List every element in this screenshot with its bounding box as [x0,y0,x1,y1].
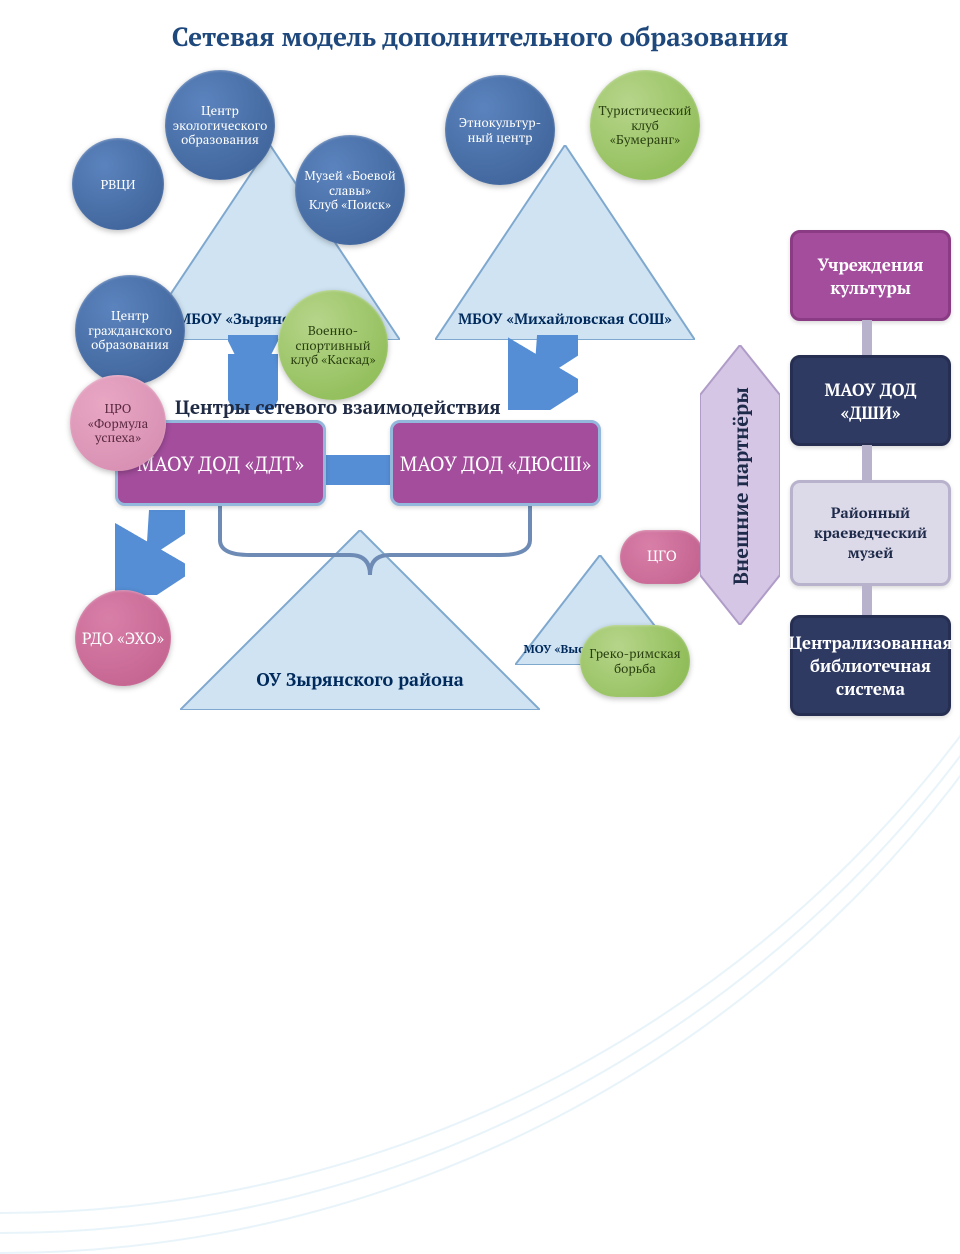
bubble-cgo: ЦГО [620,530,704,584]
bubble-civic: Центр гражданского образования [75,275,185,385]
center-dush: МАОУ ДОД «ДЮСШ» [390,420,601,506]
bubble-label: Этнокультур-ный центр [451,115,549,145]
arrow-icon [320,455,390,485]
bubble-label: Центр экологического образования [171,103,269,148]
triangle-label: МБОУ «Михайловская СОШ» [435,310,695,328]
side-dshi: МАОУ ДОД «ДШИ» [790,355,951,446]
bubble-greko: Греко-римская борьба [580,625,690,697]
triangle-label: ОУ Зырянского района [180,670,540,692]
bubble-label: ЦРО «Формула успеха» [76,401,160,446]
side-culture: Учреждения культуры [790,230,951,321]
side-label: Централизованная библиотечная система [789,631,953,700]
side-label: МАОУ ДОД «ДШИ» [793,378,948,424]
partners-label: Внешние партнёры [727,385,754,585]
bubble-label: Военно-спортивный клуб «Каскад» [284,323,382,368]
center-label: МАОУ ДОД «ДДТ» [137,450,304,477]
bubble-formula: ЦРО «Формула успеха» [70,375,166,471]
connector [862,320,872,355]
connector [862,445,872,480]
bubble-label: Греко-римская борьба [586,646,684,676]
bubble-kaskad: Военно-спортивный клуб «Каскад» [278,290,388,400]
side-label: Районный краеведческий музей [793,503,948,563]
side-museum: Районный краеведческий музей [790,480,951,586]
bubble-label: Туристический клуб «Бумеранг» [596,103,694,148]
page-title: Сетевая модель дополнительного образован… [0,20,960,54]
bubble-label: РДО «ЭХО» [82,629,164,647]
side-label: Учреждения культуры [793,253,948,299]
bubble-tour: Туристический клуб «Бумеранг» [590,70,700,180]
bubble-rvci: РВЦИ [72,138,164,230]
bracket-icon [140,500,600,590]
bubble-rdo: РДО «ЭХО» [75,590,171,686]
connector [862,585,872,615]
bubble-ethno: Этнокультур-ный центр [445,75,555,185]
bubble-label: Центр гражданского образования [81,308,179,353]
center-label: МАОУ ДОД «ДЮСШ» [400,450,591,477]
side-library: Централизованная библиотечная система [790,615,951,716]
bubble-museum: Музей «Боевой славы» Клуб «Поиск» [295,135,405,245]
arrow-icon [508,335,578,410]
bubble-eco: Центр экологического образования [165,70,275,180]
bubble-label: РВЦИ [101,177,136,192]
bubble-label: Музей «Боевой славы» Клуб «Поиск» [301,168,399,213]
bubble-label: ЦГО [647,548,677,565]
